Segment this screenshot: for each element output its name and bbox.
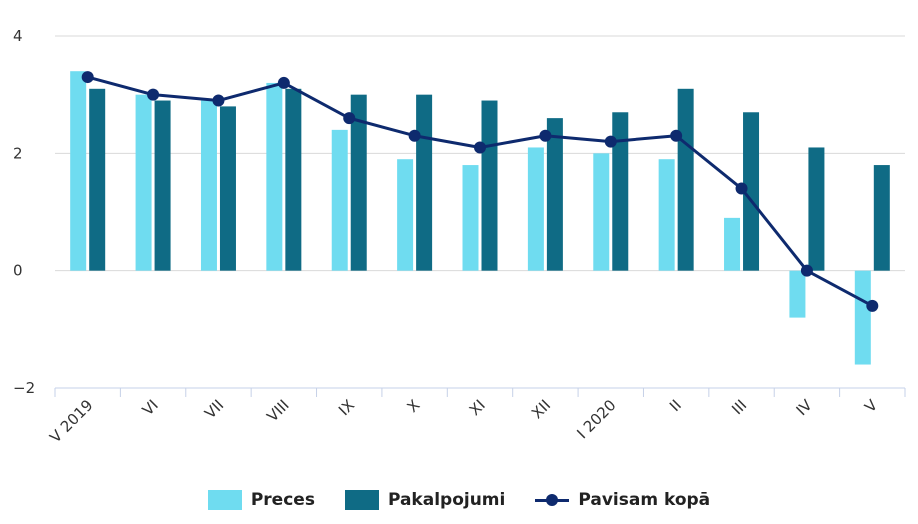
bar-pakalpojumi xyxy=(350,94,367,271)
bar-preces xyxy=(527,147,544,271)
bar-preces xyxy=(593,153,610,271)
bar-pakalpojumi xyxy=(219,106,236,271)
x-tick-label: VI xyxy=(139,396,162,419)
bar-pakalpojumi xyxy=(612,112,629,271)
point-pavisam-kopa xyxy=(866,299,879,312)
point-pavisam-kopa xyxy=(604,135,617,148)
bar-pakalpojumi xyxy=(154,100,171,271)
bar-pakalpojumi xyxy=(808,147,825,271)
legend-label-pavisam-kopa: Pavisam kopā xyxy=(578,490,711,510)
bar-pakalpojumi xyxy=(873,165,890,271)
x-tick-label: IX xyxy=(335,396,358,419)
x-tick-label: VII xyxy=(201,396,227,422)
bar-preces xyxy=(854,270,871,365)
y-tick-label: 2 xyxy=(13,144,23,162)
bar-pakalpojumi xyxy=(743,112,760,271)
x-tick-label: X xyxy=(403,396,423,416)
x-tick-label: VIII xyxy=(263,396,292,425)
x-tick-label: XII xyxy=(528,396,554,422)
point-pavisam-kopa xyxy=(800,264,813,277)
bar-pakalpojumi xyxy=(285,88,302,271)
bar-preces xyxy=(266,82,283,271)
point-pavisam-kopa xyxy=(408,129,421,142)
point-pavisam-kopa xyxy=(212,94,225,107)
point-pavisam-kopa xyxy=(735,182,748,195)
point-pavisam-kopa xyxy=(474,141,486,154)
legend-item-pavisam-kopa[interactable]: Pavisam kopā xyxy=(535,490,710,510)
point-pavisam-kopa xyxy=(81,71,94,84)
bar-preces xyxy=(789,270,806,318)
y-tick-label: 0 xyxy=(13,262,23,280)
chart-plot: 420−2V 2019 VI VII VIII IX X XI XII I 2020 II III I… xyxy=(13,27,906,446)
bar-preces xyxy=(462,165,479,271)
x-tick-label: II xyxy=(666,396,685,415)
point-pavisam-kopa xyxy=(539,129,552,142)
bar-preces xyxy=(658,159,675,271)
bar-preces xyxy=(397,159,414,271)
point-pavisam-kopa xyxy=(670,129,683,142)
bar-pakalpojumi xyxy=(416,94,433,271)
legend: Preces Pakalpojumi Pavisam kopā xyxy=(0,490,918,510)
bar-pakalpojumi xyxy=(546,118,563,271)
bar-preces xyxy=(135,94,152,271)
x-tick-label: I 2020 xyxy=(573,396,619,442)
bar-pakalpojumi xyxy=(89,88,106,271)
legend-swatch-pakalpojumi xyxy=(344,490,379,510)
y-tick-label: −2 xyxy=(13,379,35,397)
legend-marker-pavisam-kopa xyxy=(535,490,570,510)
x-tick-label: V xyxy=(861,396,882,417)
point-pavisam-kopa xyxy=(277,76,290,89)
bar-preces xyxy=(70,71,87,271)
legend-label-pakalpojumi: Pakalpojumi xyxy=(387,490,506,510)
x-tick-label: IV xyxy=(793,396,817,420)
x-tick-label: V 2019 xyxy=(46,396,96,446)
legend-label-preces: Preces xyxy=(250,490,315,510)
bar-preces xyxy=(331,129,348,271)
point-pavisam-kopa xyxy=(147,88,160,101)
bar-preces xyxy=(724,217,741,271)
x-tick-label: III xyxy=(728,396,750,418)
bar-preces xyxy=(200,100,217,271)
bar-pakalpojumi xyxy=(677,88,694,271)
bar-pakalpojumi xyxy=(481,100,498,271)
x-tick-label: XI xyxy=(466,396,489,419)
legend-swatch-preces xyxy=(207,490,242,510)
y-tick-label: 4 xyxy=(13,27,23,45)
legend-item-preces[interactable]: Preces xyxy=(207,490,315,510)
point-pavisam-kopa xyxy=(343,112,356,125)
legend-item-pakalpojumi[interactable]: Pakalpojumi xyxy=(344,490,506,510)
